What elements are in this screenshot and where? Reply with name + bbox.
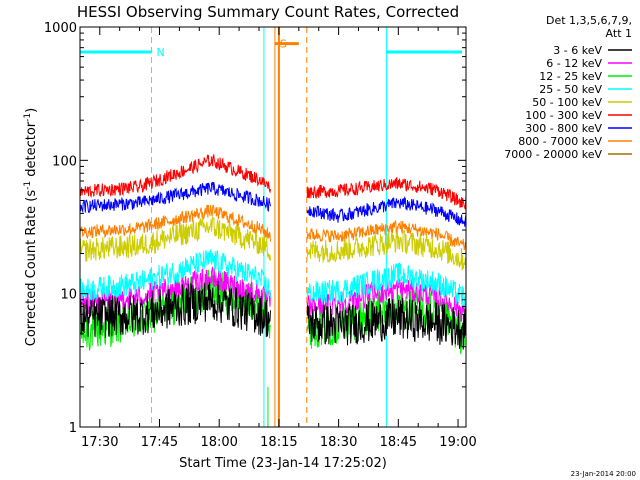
plot-frame [79, 26, 467, 428]
y-axis-label: Corrected Count Rate (s-1 detector-1) [23, 108, 39, 346]
y-axis-label-mid: detector [24, 121, 39, 181]
legend-item-label: 6 - 12 keV [546, 57, 602, 70]
series-line [79, 153, 467, 210]
legend-item-label: 25 - 50 keV [539, 83, 602, 96]
x-axis: 17:30 17:45 18:00 18:15 18:30 18:45 19:00 [81, 27, 477, 450]
series-line [79, 280, 467, 350]
y-axis-label-sup1: -1 [23, 181, 33, 190]
y-axis-label-sup2: -1 [23, 113, 33, 122]
annotation-label: S [280, 38, 287, 51]
legend-item-label: 7000 - 20000 keV [504, 148, 602, 161]
x-tick-label: 18:15 [260, 435, 297, 450]
x-tick-label: 17:45 [141, 435, 178, 450]
y-tick-label: 1000 [44, 21, 77, 36]
x-tick-label: 18:45 [380, 435, 417, 450]
y-axis: 1 10 100 1000 [44, 21, 466, 436]
series-line [79, 249, 467, 308]
legend-item-label: 300 - 800 keV [525, 122, 602, 135]
series-line [79, 215, 467, 271]
x-tick-label: 17:30 [81, 435, 118, 450]
y-tick-label: 100 [52, 154, 77, 169]
x-tick-label: 18:30 [320, 435, 357, 450]
x-tick-label: 19:00 [439, 435, 476, 450]
x-tick-label: 18:00 [200, 435, 237, 450]
chart-title: HESSI Observing Summary Count Rates, Cor… [77, 3, 459, 21]
timestamp: 23-Jan-2014 20:00 [571, 470, 636, 478]
legend-item-label: 12 - 25 keV [539, 70, 602, 83]
legend-item-label: 3 - 6 keV [553, 44, 602, 57]
legend-header-line-1: Det 1,3,5,6,7,9, [546, 14, 632, 27]
series-line [79, 204, 466, 251]
y-axis-label-main: Corrected Count Rate (s [24, 190, 39, 347]
legend-item-label: 800 - 7000 keV [518, 135, 602, 148]
legend-item-label: 100 - 300 keV [525, 109, 602, 122]
annotation-label: N [157, 46, 165, 59]
legend-header-line-2: Att 1 [606, 27, 632, 40]
legend-item-label: 50 - 100 keV [532, 96, 602, 109]
y-tick-label: 10 [60, 288, 77, 303]
y-axis-label-end: ) [24, 108, 39, 113]
series-line [79, 181, 467, 227]
x-axis-label: Start Time (23-Jan-14 17:25:02) [179, 456, 387, 471]
y-tick-label: 1 [69, 421, 77, 436]
